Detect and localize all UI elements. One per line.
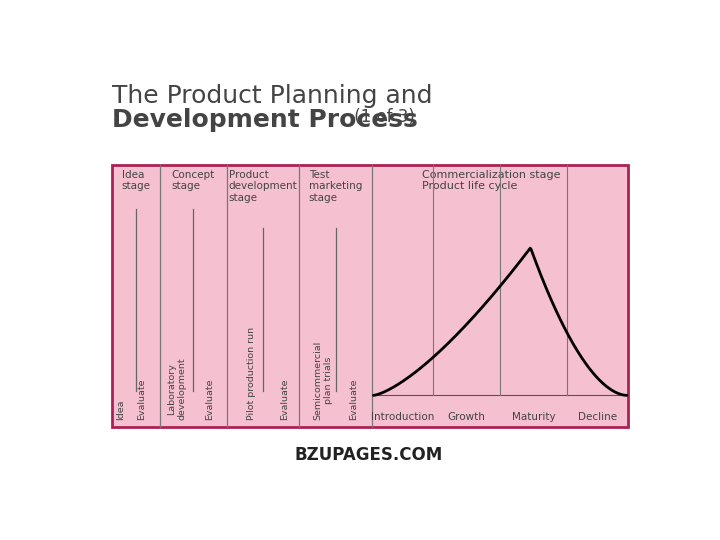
Text: Laboratory
development: Laboratory development [167,357,186,420]
Text: Semicommercial
plan trials: Semicommercial plan trials [313,341,333,420]
Text: Evaluate: Evaluate [137,379,146,420]
Text: Evaluate: Evaluate [279,379,289,420]
Text: Concept
stage: Concept stage [171,170,215,191]
Text: BZUPAGES.COM: BZUPAGES.COM [295,446,443,464]
Text: Pilot production run: Pilot production run [248,327,256,420]
FancyBboxPatch shape [84,60,654,485]
Text: Idea
stage: Idea stage [122,170,150,191]
Text: Introduction: Introduction [371,411,434,422]
Text: Evaluate: Evaluate [205,379,215,420]
Text: Product
development
stage: Product development stage [229,170,297,203]
Text: (1 of 3): (1 of 3) [349,109,415,126]
Text: Idea: Idea [116,400,125,420]
Bar [112,165,629,427]
Text: Development Process: Development Process [112,109,418,132]
Text: Growth: Growth [448,411,485,422]
Text: The Product Planning and: The Product Planning and [112,84,433,107]
Text: Maturity: Maturity [512,411,555,422]
Text: Commercialization stage
Product life cycle: Commercialization stage Product life cyc… [422,170,560,191]
Text: Evaluate: Evaluate [349,379,358,420]
Text: Decline: Decline [578,411,617,422]
Text: Test
marketing
stage: Test marketing stage [309,170,362,203]
